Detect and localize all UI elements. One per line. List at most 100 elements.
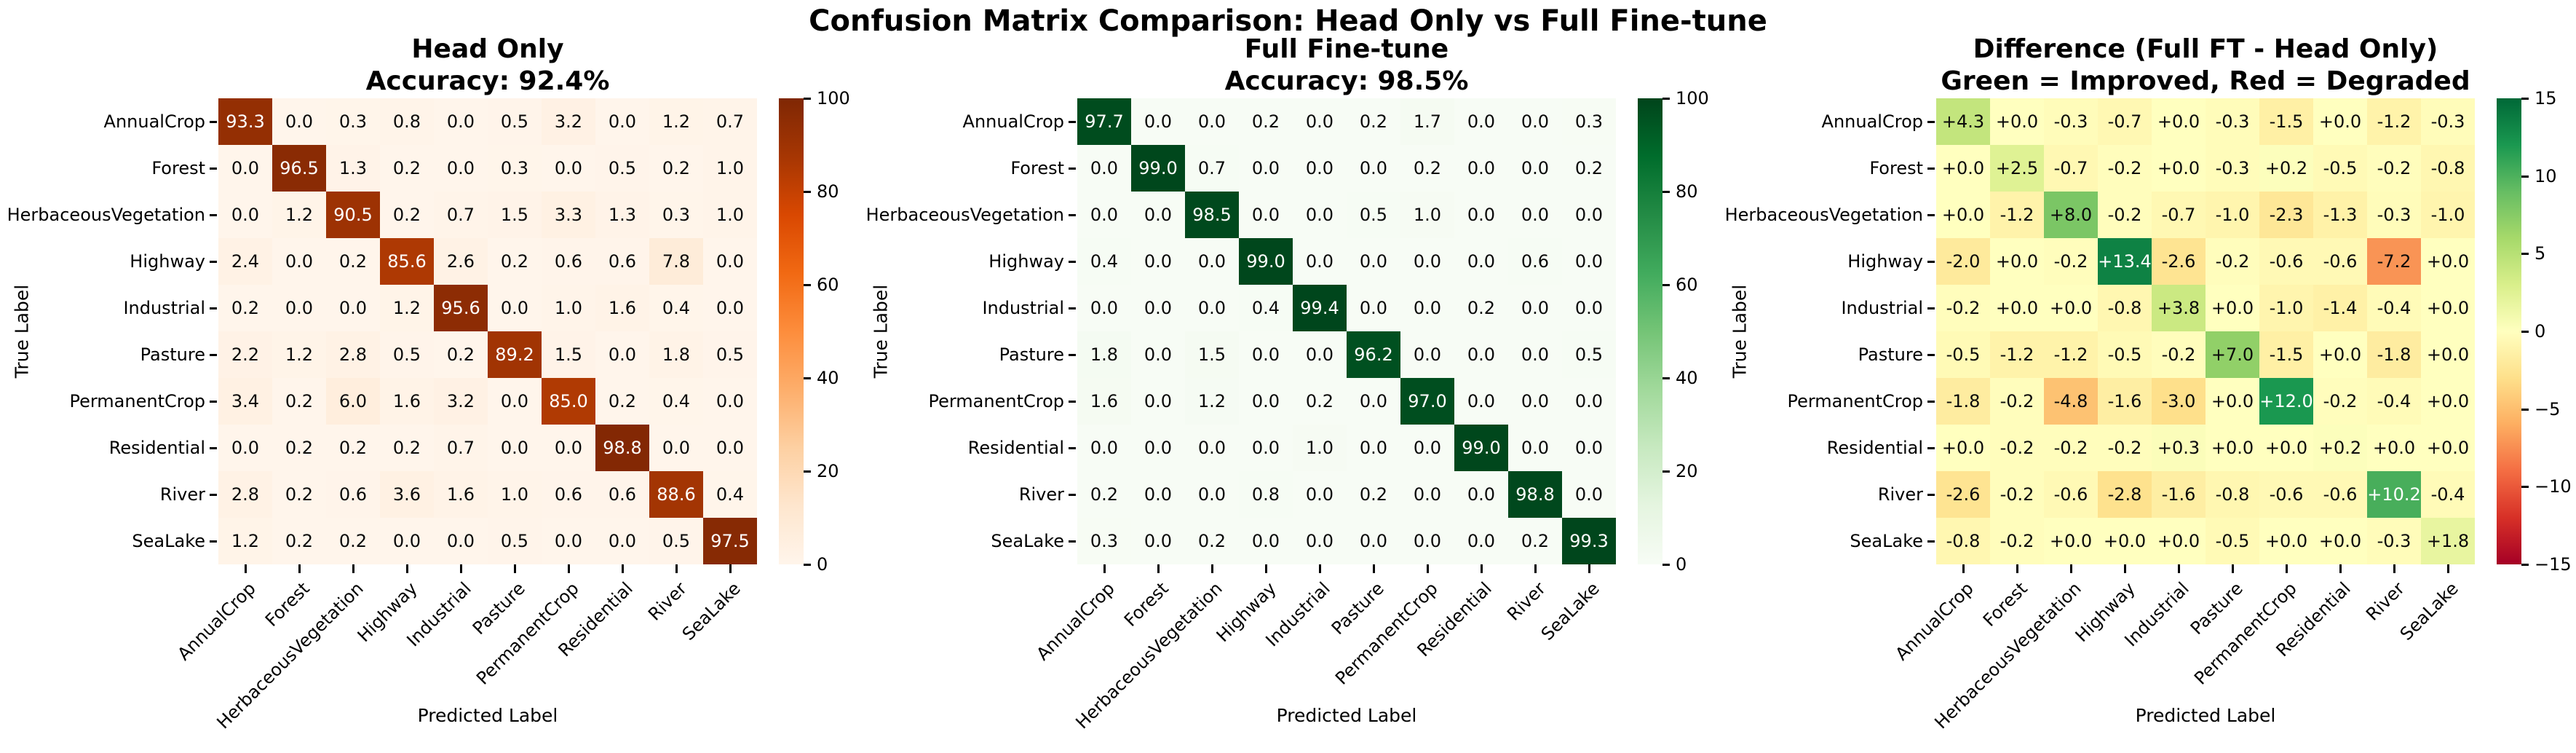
y-tick-mark: [1069, 447, 1076, 449]
heatmap-cell: 0.0: [1131, 98, 1185, 145]
heatmap-cell: 0.0: [1347, 145, 1400, 192]
ytick-label: River: [1018, 484, 1064, 505]
x-tick-mark: [1588, 564, 1590, 573]
heatmap-cell: 0.5: [595, 145, 649, 192]
heatmap-cell: 1.0: [542, 285, 595, 331]
colorbar-tick-mark: [804, 191, 811, 193]
heatmap-cell: 0.0: [218, 145, 272, 192]
heatmap-cell: 85.6: [380, 238, 434, 285]
y-tick-mark: [210, 354, 217, 356]
heatmap-cell: 99.0: [1239, 238, 1293, 285]
heatmap-cell: 0.0: [542, 518, 595, 564]
heatmap-cell: 96.2: [1347, 331, 1400, 378]
colorbar-tick-label: 0: [817, 554, 828, 575]
colorbar-tick-mark: [804, 470, 811, 473]
heatmap-cell: 0.0: [218, 192, 272, 238]
heatmap-cell: 0.0: [434, 518, 488, 564]
heatmap-cell: 1.0: [488, 471, 542, 518]
heatmap-cell: 1.3: [326, 145, 380, 192]
y-tick-mark: [1069, 540, 1076, 543]
x-tick-mark: [460, 564, 462, 573]
y-tick-mark: [210, 540, 217, 543]
heatmap-cell: 0.6: [542, 471, 595, 518]
heatmap-cell: 0.0: [380, 518, 434, 564]
heatmap-cell: +0.0: [2206, 378, 2259, 425]
heatmap-cell: 0.7: [434, 192, 488, 238]
x-tick-mark: [245, 564, 247, 573]
ytick-label: Forest: [151, 158, 205, 178]
heatmap-cell: 0.2: [595, 378, 649, 425]
ytick-label: River: [159, 484, 205, 505]
heatmap-cell: 0.3: [326, 98, 380, 145]
x-tick-mark: [1962, 564, 1965, 573]
panel-title-line2: Accuracy: 92.4%: [365, 66, 610, 96]
colorbar-tick-label: 20: [1676, 461, 1698, 481]
colorbar-tick-mark: [804, 284, 811, 286]
heatmap-cell: 1.2: [1185, 378, 1239, 425]
ytick-label: Forest: [1010, 158, 1064, 178]
heatmap-cell: 6.0: [326, 378, 380, 425]
y-tick-mark: [1927, 167, 1935, 170]
heatmap-cell: 1.6: [595, 285, 649, 331]
heatmap-cell: -7.2: [2367, 238, 2421, 285]
heatmap-cell: 0.0: [1454, 145, 1508, 192]
heatmap-cell: 0.0: [1454, 238, 1508, 285]
heatmap-cell: 0.0: [1562, 425, 1616, 471]
x-tick-mark: [622, 564, 624, 573]
heatmap-cell: -0.8: [2421, 145, 2475, 192]
x-tick-mark: [1103, 564, 1106, 573]
ytick-label: Pasture: [140, 344, 205, 365]
colorbar-tick-mark: [2521, 331, 2529, 333]
heatmap-cell: +0.0: [2367, 425, 2421, 471]
heatmap-cell: -0.4: [2421, 471, 2475, 518]
x-axis-label: Predicted Label: [417, 705, 558, 726]
x-tick-mark: [2447, 564, 2449, 573]
heatmap-cell: -1.8: [2367, 331, 2421, 378]
heatmap-cell: 97.7: [1077, 98, 1131, 145]
heatmap-cell: 0.0: [1562, 378, 1616, 425]
colorbar-tick-label: 100: [1676, 88, 1709, 109]
ytick-label: AnnualCrop: [103, 111, 205, 132]
ytick-label: Industrial: [982, 298, 1064, 318]
heatmap-cell: +3.8: [2152, 285, 2206, 331]
ytick-label: HerbaceousVegetation: [1724, 205, 1923, 225]
heatmap-cell: -0.6: [2313, 238, 2367, 285]
heatmap-cell: -0.3: [2367, 192, 2421, 238]
heatmap-cell: 0.2: [1239, 98, 1293, 145]
heatmap-cell: -0.5: [1936, 331, 1990, 378]
panel-title: Head Only Accuracy: 92.4%: [218, 33, 757, 98]
panel-title: Full Fine-tune Accuracy: 98.5%: [1077, 33, 1616, 98]
colorbar-tick-mark: [1662, 377, 1670, 379]
ytick-label: Forest: [1869, 158, 1923, 178]
heatmap-cell: +7.0: [2206, 331, 2259, 378]
ytick-label: SeaLake: [132, 531, 205, 551]
colorbar-tick-mark: [1662, 470, 1670, 473]
x-tick-mark: [2286, 564, 2288, 573]
heatmap-cell: 0.0: [1239, 518, 1293, 564]
heatmap-cell: 98.8: [1508, 471, 1562, 518]
heatmap-cell: 0.0: [1347, 425, 1400, 471]
x-tick-mark: [1481, 564, 1483, 573]
heatmap-cell: 0.0: [488, 285, 542, 331]
colorbar-tick-label: 80: [1676, 181, 1698, 202]
ytick-label: Pasture: [999, 344, 1064, 365]
heatmap-cell: -0.2: [2098, 425, 2152, 471]
heatmap-cell: 0.0: [272, 238, 326, 285]
heatmap-cell: 3.2: [434, 378, 488, 425]
heatmap-cell: 1.0: [703, 192, 757, 238]
heatmap-cell: 0.0: [1131, 331, 1185, 378]
heatmap-cell: +0.0: [2044, 518, 2098, 564]
heatmap-cell: -2.3: [2259, 192, 2313, 238]
heatmap-cell: 0.5: [703, 331, 757, 378]
heatmap-cell: 0.2: [326, 238, 380, 285]
heatmap-cell: 99.0: [1454, 425, 1508, 471]
x-tick-mark: [2393, 564, 2395, 573]
colorbar: [1638, 98, 1662, 564]
heatmap-cell: 0.0: [1454, 378, 1508, 425]
y-tick-mark: [1069, 354, 1076, 356]
heatmap-cell: 0.0: [1131, 192, 1185, 238]
colorbar-tick-mark: [1662, 564, 1670, 566]
heatmap-cell: +12.0: [2259, 378, 2313, 425]
panel-difference: Difference (Full FT - Head Only) Green =…: [1718, 0, 2576, 753]
